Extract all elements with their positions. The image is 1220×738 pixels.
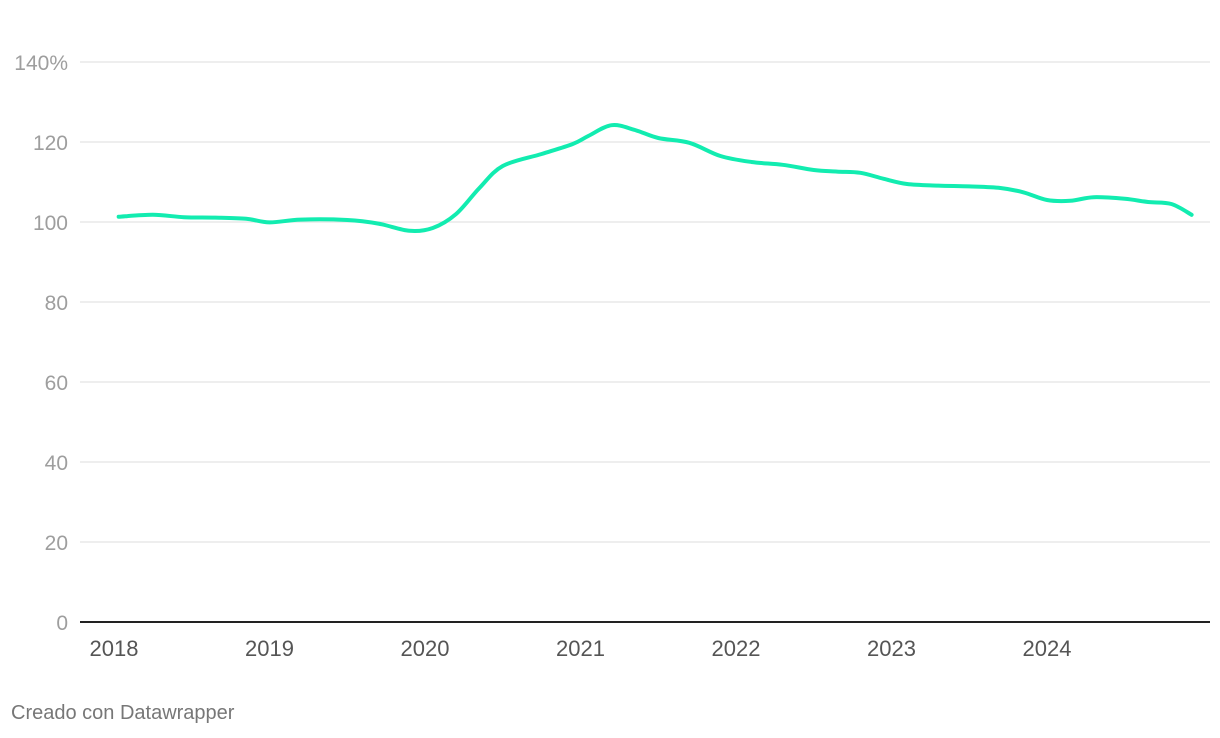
y-axis-labels: 0 20 40 60 80 100 120 140% (14, 52, 68, 635)
y-tick-label: 120 (33, 132, 68, 155)
x-axis-labels: 2018 2019 2020 2021 2022 2023 2024 (90, 636, 1072, 661)
series-line (116, 123, 1194, 234)
x-tick-label: 2019 (245, 636, 294, 661)
x-tick-label: 2024 (1023, 636, 1072, 661)
y-tick-label: 100 (33, 212, 68, 235)
y-tick-label: 60 (45, 372, 68, 395)
x-tick-label: 2018 (90, 636, 139, 661)
x-tick-label: 2020 (401, 636, 450, 661)
y-tick-label: 140% (14, 52, 68, 75)
y-tick-label: 0 (56, 612, 68, 635)
x-tick-label: 2022 (712, 636, 761, 661)
x-tick-label: 2023 (867, 636, 916, 661)
y-tick-label: 40 (45, 452, 68, 475)
x-tick-label: 2021 (556, 636, 605, 661)
credit-text: Creado con Datawrapper (11, 702, 235, 724)
series-lines (116, 123, 1194, 234)
y-tick-label: 80 (45, 292, 68, 315)
y-tick-label: 20 (45, 532, 68, 555)
